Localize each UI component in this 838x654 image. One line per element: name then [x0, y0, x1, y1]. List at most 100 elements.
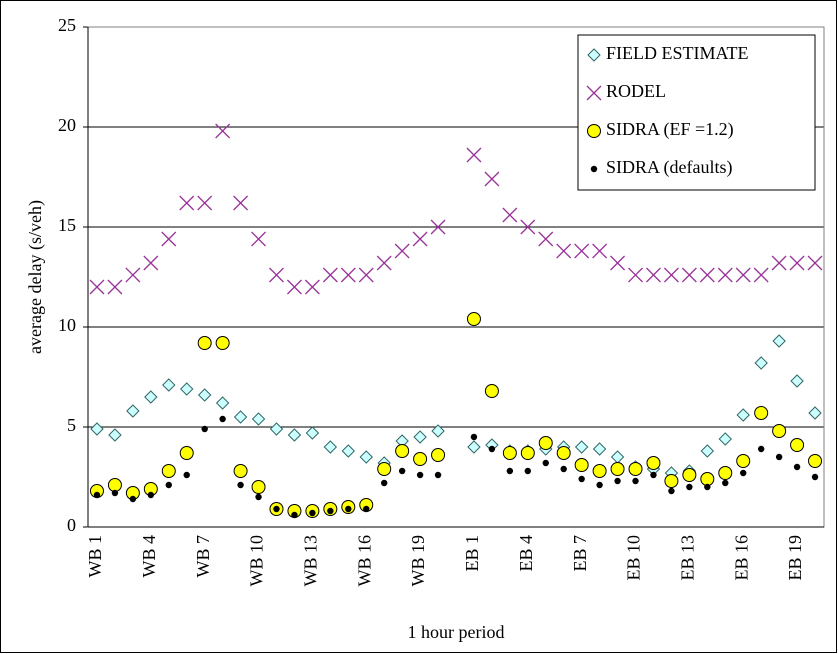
marker: [108, 428, 122, 442]
marker: [628, 267, 643, 283]
marker: [197, 388, 212, 402]
marker: [578, 475, 585, 483]
legend-label: SIDRA (EF =1.2): [606, 119, 734, 140]
marker: [502, 207, 518, 223]
marker: [179, 195, 195, 211]
marker: [376, 255, 392, 271]
marker: [753, 267, 769, 283]
marker: [590, 165, 598, 173]
marker: [431, 424, 445, 438]
marker: [251, 480, 266, 494]
marker: [341, 444, 356, 458]
marker: [520, 446, 535, 460]
marker: [90, 422, 104, 436]
marker: [215, 396, 230, 410]
marker: [736, 408, 750, 422]
marker: [273, 505, 280, 513]
marker: [772, 334, 786, 348]
marker: [556, 446, 571, 460]
marker: [574, 458, 589, 472]
marker: [430, 219, 446, 235]
marker: [596, 481, 603, 489]
marker: [165, 481, 172, 489]
marker: [286, 279, 302, 295]
x-tick-label: EB 7: [570, 535, 590, 572]
marker: [111, 489, 119, 497]
marker: [574, 243, 590, 259]
marker: [358, 267, 374, 283]
legend-label: SIDRA (defaults): [606, 157, 732, 178]
x-tick-label: EB 19: [785, 535, 805, 581]
legend-box: [577, 34, 816, 191]
marker: [632, 477, 639, 485]
marker: [610, 255, 626, 271]
marker: [255, 493, 262, 501]
marker: [538, 231, 554, 247]
marker: [807, 255, 823, 271]
marker: [126, 404, 140, 418]
marker: [587, 48, 601, 62]
marker: [233, 410, 248, 424]
y-tick-label: 0: [67, 515, 76, 535]
marker: [327, 507, 334, 515]
marker: [215, 336, 230, 350]
marker: [322, 267, 338, 283]
x-tick-label: EB 16: [731, 535, 751, 581]
marker: [269, 267, 284, 283]
marker: [395, 444, 410, 458]
marker: [502, 446, 517, 460]
marker: [323, 440, 338, 454]
x-tick-label: WB 10: [247, 535, 267, 587]
marker: [309, 509, 316, 517]
marker: [538, 436, 553, 450]
marker: [380, 479, 388, 487]
marker: [789, 255, 805, 271]
marker: [757, 445, 765, 453]
y-tick-label: 20: [58, 115, 76, 135]
y-axis-label: average delay (s/veh): [25, 200, 46, 354]
marker: [144, 390, 158, 404]
marker: [197, 336, 212, 350]
marker: [628, 462, 643, 476]
marker: [811, 473, 819, 481]
marker: [201, 425, 208, 433]
marker: [183, 471, 190, 479]
marker: [233, 195, 249, 211]
marker: [413, 430, 427, 444]
x-tick-label: WB 13: [301, 535, 321, 587]
marker: [686, 483, 693, 491]
x-tick-label: WB 19: [408, 535, 428, 587]
marker: [251, 231, 266, 247]
marker: [610, 462, 625, 476]
x-tick-label: WB 16: [354, 535, 374, 587]
marker: [735, 267, 751, 283]
marker: [147, 491, 155, 499]
marker: [722, 479, 729, 487]
marker: [398, 467, 406, 475]
x-tick-label: EB 13: [677, 535, 697, 581]
marker: [592, 442, 607, 456]
marker: [736, 454, 751, 468]
marker: [542, 459, 549, 467]
marker: [269, 422, 284, 436]
x-tick-label: WB 1: [85, 535, 105, 578]
marker: [775, 453, 783, 461]
marker: [340, 267, 356, 283]
marker: [197, 195, 213, 211]
marker: [434, 471, 442, 479]
marker: [431, 448, 446, 462]
marker: [125, 267, 141, 283]
marker: [416, 471, 424, 479]
marker: [740, 469, 747, 477]
marker: [291, 511, 298, 519]
marker: [179, 446, 194, 460]
marker: [700, 472, 715, 486]
marker: [646, 267, 661, 283]
y-tick-label: 5: [67, 415, 76, 435]
marker: [251, 412, 266, 426]
marker: [470, 433, 478, 441]
marker: [574, 440, 589, 454]
marker: [93, 491, 101, 499]
marker: [668, 487, 675, 495]
marker: [412, 231, 428, 247]
